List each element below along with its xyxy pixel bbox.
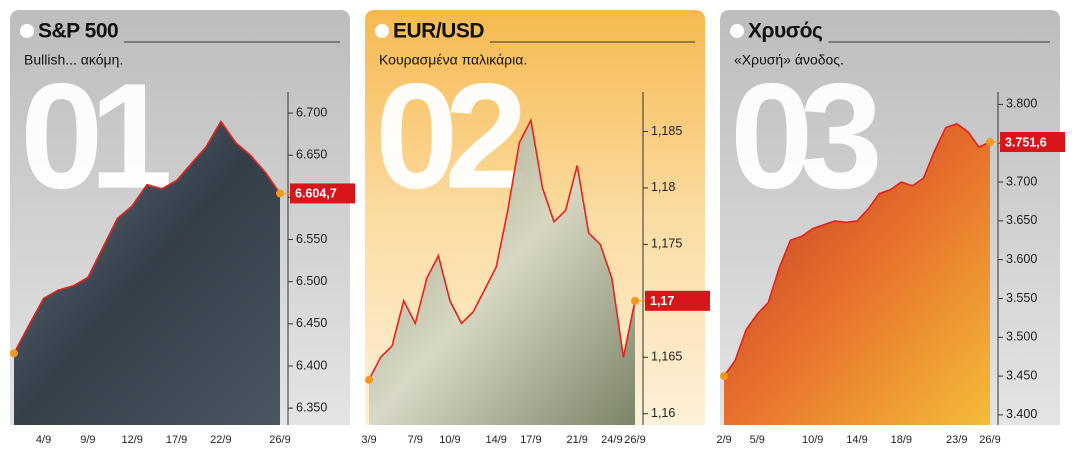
y-tick-label: 6.550 xyxy=(296,232,327,246)
y-tick-label: 3.400 xyxy=(1006,407,1037,421)
y-tick-label: 6.500 xyxy=(296,274,327,288)
x-tick-label: 3/9 xyxy=(361,434,376,446)
x-tick-label: 26/9 xyxy=(624,434,645,446)
area xyxy=(724,123,990,426)
y-tick-label: 1,165 xyxy=(651,350,682,364)
x-tick-label: 21/9 xyxy=(566,434,587,446)
panel-subtitle: Κουρασμένα παλικάρια. xyxy=(379,52,527,68)
value-label-box xyxy=(290,183,355,204)
area xyxy=(14,121,280,425)
y-tick-label: 1,185 xyxy=(651,124,682,138)
x-tick-label: 18/9 xyxy=(891,434,912,446)
x-tick-label: 5/9 xyxy=(750,434,765,446)
y-tick-label: 3.700 xyxy=(1006,174,1037,188)
title-bullet xyxy=(730,24,744,38)
x-tick-label: 26/9 xyxy=(979,434,1000,446)
title-bullet xyxy=(20,24,34,38)
start-dot xyxy=(365,375,373,384)
x-tick-label: 4/9 xyxy=(36,434,51,446)
x-tick-label: 12/9 xyxy=(122,434,143,446)
panel-number: 03 xyxy=(730,52,877,220)
y-tick-label: 6.350 xyxy=(296,400,327,414)
x-tick-label: 9/9 xyxy=(80,434,95,446)
title-bullet xyxy=(375,24,389,38)
end-dot xyxy=(276,189,284,198)
value-label-box xyxy=(1000,131,1065,152)
x-tick-label: 2/9 xyxy=(716,434,731,446)
panel-subtitle: «Χρυσή» άνοδος. xyxy=(734,52,844,68)
y-tick-label: 3.800 xyxy=(1006,97,1037,111)
y-tick-label: 3.550 xyxy=(1006,291,1037,305)
x-tick-label: 10/9 xyxy=(439,434,460,446)
value-label: 6.604,7 xyxy=(295,187,337,201)
x-tick-label: 7/9 xyxy=(408,434,423,446)
x-tick-label: 22/9 xyxy=(210,434,231,446)
start-dot xyxy=(720,372,728,381)
panel-title: EUR/USD xyxy=(393,20,484,43)
x-tick-label: 17/9 xyxy=(166,434,187,446)
x-tick-label: 17/9 xyxy=(520,434,541,446)
y-tick-label: 3.600 xyxy=(1006,252,1037,266)
panel: 03 Χρυσός «Χρυσή» άνοδος. 3.400 3.450 3.500 3.… xyxy=(716,10,1065,446)
end-dot xyxy=(986,137,994,146)
y-tick-label: 1,175 xyxy=(651,237,682,251)
x-tick-label: 24/9 xyxy=(601,434,622,446)
panel: 02 EUR/USD Κουρασμένα παλικάρια. 1,16 1,165 1… xyxy=(361,10,710,446)
line xyxy=(368,117,636,381)
end-dot xyxy=(631,296,639,305)
y-tick-label: 1,18 xyxy=(651,180,675,194)
value-label: 1,17 xyxy=(650,294,674,308)
y-tick-label: 6.650 xyxy=(296,148,327,162)
y-tick-label: 6.700 xyxy=(296,105,327,119)
value-label-box xyxy=(645,290,710,311)
line xyxy=(13,120,281,354)
x-tick-label: 14/9 xyxy=(486,434,507,446)
x-tick-label: 26/9 xyxy=(269,434,290,446)
y-tick-label: 3.650 xyxy=(1006,213,1037,227)
y-tick-label: 6.450 xyxy=(296,316,327,330)
y-tick-label: 3.500 xyxy=(1006,330,1037,344)
start-dot xyxy=(10,349,18,358)
panel-title: Χρυσός xyxy=(748,20,823,43)
x-tick-label: 10/9 xyxy=(802,434,823,446)
x-tick-label: 14/9 xyxy=(846,434,867,446)
panel-title: S&P 500 xyxy=(38,20,118,43)
area xyxy=(369,120,635,425)
value-label: 3.751,6 xyxy=(1005,135,1047,149)
panel-subtitle: Bullish... ακόμη. xyxy=(24,52,123,68)
y-tick-label: 6.400 xyxy=(296,358,327,372)
x-tick-label: 23/9 xyxy=(946,434,967,446)
y-tick-label: 3.450 xyxy=(1006,368,1037,382)
panel-number: 02 xyxy=(375,52,522,220)
line xyxy=(723,122,991,377)
y-tick-label: 1,16 xyxy=(651,406,675,420)
